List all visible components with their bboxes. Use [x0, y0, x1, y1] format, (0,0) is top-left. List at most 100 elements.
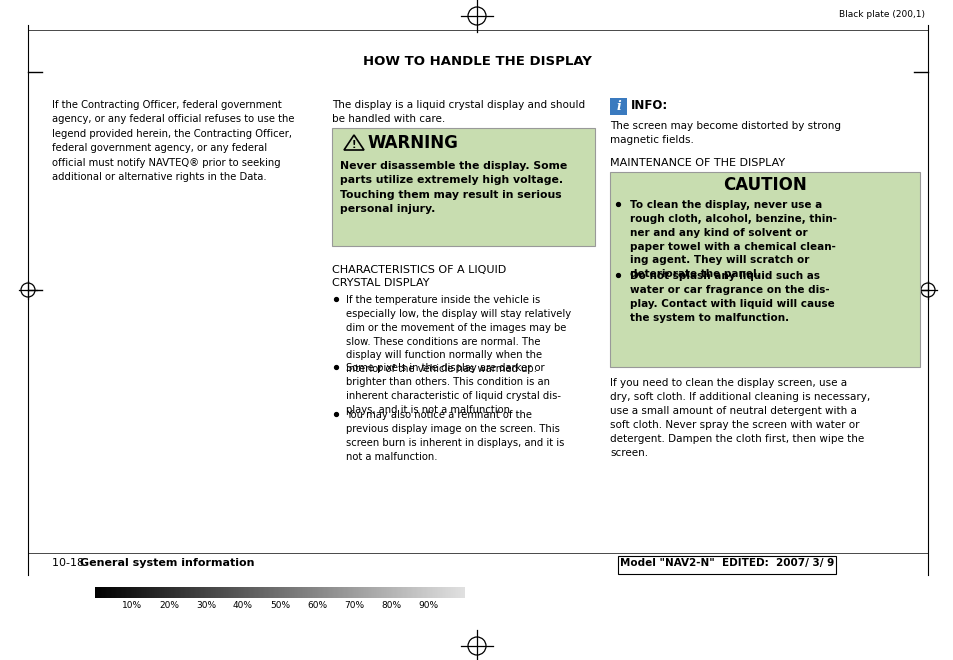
Bar	[434, 587, 436, 598]
Bar	[346, 587, 348, 598]
Text: 50%: 50%	[270, 601, 290, 610]
Bar	[191, 587, 193, 598]
Bar	[281, 587, 283, 598]
Bar	[169, 587, 171, 598]
Bar	[143, 587, 145, 598]
Bar	[265, 587, 267, 598]
Bar	[441, 587, 443, 598]
Bar	[341, 587, 343, 598]
Bar	[416, 587, 417, 598]
Bar	[161, 587, 163, 598]
Bar	[329, 587, 331, 598]
Bar	[125, 587, 126, 598]
Bar	[248, 587, 250, 598]
Text: INFO:: INFO:	[630, 99, 667, 112]
Bar	[351, 587, 353, 598]
Bar	[336, 587, 338, 598]
Bar	[327, 587, 328, 598]
Bar	[270, 587, 272, 598]
Bar	[253, 587, 255, 598]
Bar	[241, 587, 243, 598]
Bar	[391, 587, 393, 598]
Bar	[95, 587, 96, 598]
Bar	[425, 587, 427, 598]
Bar	[396, 587, 398, 598]
Bar	[455, 587, 456, 598]
Text: 30%: 30%	[195, 601, 215, 610]
Bar	[450, 587, 452, 598]
Bar	[122, 587, 124, 598]
Bar	[443, 587, 445, 598]
Bar	[102, 587, 104, 598]
Bar	[131, 587, 132, 598]
Bar	[618, 556, 835, 574]
Bar	[259, 587, 260, 598]
Text: 20%: 20%	[159, 601, 179, 610]
Bar	[324, 587, 326, 598]
Bar	[307, 587, 309, 598]
Bar	[268, 587, 269, 598]
Text: HOW TO HANDLE THE DISPLAY: HOW TO HANDLE THE DISPLAY	[362, 55, 591, 68]
Bar	[295, 587, 297, 598]
Bar	[321, 587, 323, 598]
Bar	[379, 587, 381, 598]
Bar	[118, 587, 120, 598]
Bar	[283, 587, 285, 598]
Bar	[193, 587, 195, 598]
Bar	[315, 587, 317, 598]
Bar	[105, 587, 107, 598]
Bar	[188, 587, 189, 598]
Bar	[442, 587, 444, 598]
Bar	[416, 587, 418, 598]
Bar	[235, 587, 237, 598]
Bar	[334, 587, 335, 598]
Bar	[392, 587, 394, 598]
Bar	[287, 587, 289, 598]
Bar	[184, 587, 185, 598]
Bar	[178, 587, 180, 598]
Text: Do not splash any liquid such as
water or car fragrance on the dis-
play. Contac: Do not splash any liquid such as water o…	[629, 271, 834, 323]
Bar	[202, 587, 204, 598]
Bar	[117, 587, 119, 598]
Text: 40%: 40%	[233, 601, 253, 610]
Bar	[210, 587, 212, 598]
Bar	[218, 587, 220, 598]
Bar	[158, 587, 159, 598]
Bar	[164, 587, 166, 598]
Bar	[433, 587, 435, 598]
Bar	[304, 587, 306, 598]
Bar	[412, 587, 414, 598]
Bar	[126, 587, 128, 598]
Bar	[294, 587, 296, 598]
Text: You may also notice a remnant of the
previous display image on the screen. This
: You may also notice a remnant of the pre…	[346, 410, 564, 461]
Bar	[197, 587, 199, 598]
Bar	[142, 587, 144, 598]
Bar	[303, 587, 305, 598]
Text: 80%: 80%	[380, 601, 400, 610]
Bar	[421, 587, 423, 598]
Bar	[360, 587, 361, 598]
Bar	[461, 587, 462, 598]
Bar	[349, 587, 351, 598]
Text: 10-18: 10-18	[52, 558, 91, 568]
Bar	[172, 587, 174, 598]
Bar	[101, 587, 103, 598]
Bar	[243, 587, 245, 598]
Bar	[463, 587, 465, 598]
Bar	[132, 587, 133, 598]
Bar	[435, 587, 436, 598]
Text: 70%: 70%	[344, 601, 364, 610]
Bar	[452, 587, 454, 598]
Bar	[193, 587, 194, 598]
Bar	[100, 587, 102, 598]
Bar	[292, 587, 294, 598]
Bar	[227, 587, 229, 598]
Bar	[130, 587, 132, 598]
Bar	[278, 587, 280, 598]
Bar	[436, 587, 438, 598]
Bar	[173, 587, 175, 598]
Bar	[456, 587, 457, 598]
Bar	[181, 587, 183, 598]
Bar	[428, 587, 429, 598]
Bar	[348, 587, 349, 598]
